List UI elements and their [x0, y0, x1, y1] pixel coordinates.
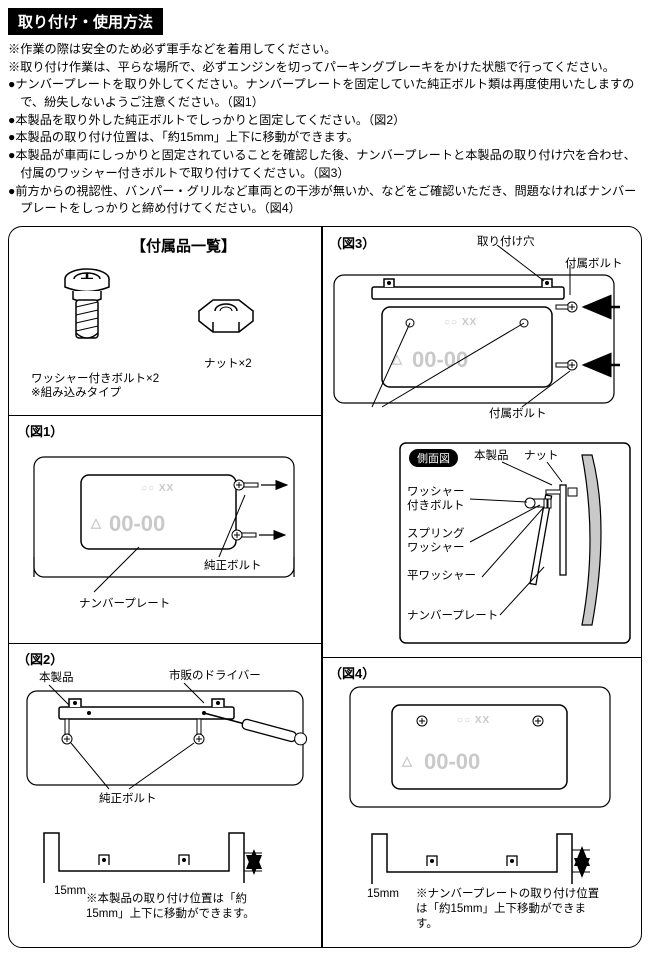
instr-2: ●ナンバープレートを取り外してください。ナンバープレートを固定していた純正ボルト…: [8, 76, 644, 111]
fig2-bolt: 純正ボルト: [99, 792, 157, 806]
fig3-leaders: [322, 227, 641, 657]
fig4-plate-num: 00-00: [424, 749, 480, 774]
divider-h2: [9, 643, 321, 645]
instr-4: ●本製品の取り付け位置は、「約15mm」上下に移動ができます。: [8, 129, 644, 147]
section-header: 取り付け・使用方法: [8, 8, 163, 35]
fig4-note: ※ナンバープレートの取り付け位置は「約15mm」上下移動ができます。: [416, 887, 606, 932]
fig1-bolt-label: 純正ボルト: [204, 559, 262, 573]
plate-num: 00-00: [109, 511, 165, 536]
instr-0: ※作業の際は安全のため必ず軍手などを着用してください。: [8, 41, 644, 59]
instr-6: ●前方からの視認性、バンパー・グリルなど車両との干渉が無いか、などをご確認いただ…: [8, 183, 644, 218]
fig4-plate-top: ○○ XX: [457, 715, 490, 726]
plate-side: △: [90, 515, 102, 530]
fig2-label: （図2）: [17, 649, 63, 668]
instr-3: ●本製品を取り外した純正ボルトでしっかりと固定してください。（図2）: [8, 112, 644, 130]
fig4-plate-side: △: [401, 753, 413, 768]
instr-5: ●本製品が車両にしっかりと固定されていることを確認した後、ナンバープレートと本製…: [8, 147, 644, 182]
divider-h1: [9, 415, 321, 417]
nut-label: ナット×2: [204, 357, 252, 371]
plate-top: ○○ XX: [141, 483, 174, 494]
bolt-label: ワッシャー付きボルト×2 ※組み込みタイプ: [31, 372, 159, 401]
instr-1: ※取り付け作業は、平らな場所で、必ずエンジンを切ってパーキングブレーキをかけた状…: [8, 59, 644, 77]
fig2-note: ※本製品の取り付け位置は「約15mm」上下に移動ができます。: [86, 892, 276, 922]
instructions-block: ※作業の際は安全のため必ず軍手などを着用してください。 ※取り付け作業は、平らな…: [8, 41, 644, 218]
fig1-plate-label: ナンバープレート: [79, 597, 170, 611]
diagram-panels: 【付属品一覧】 ワッシャー付きボルト×2 ※組み込みタイプ ナット×2 （図1）: [8, 226, 642, 948]
fig4-dim: 15mm: [367, 887, 399, 901]
fig2-driver: 市販のドライバー: [169, 669, 261, 683]
fig2-dim: 15mm: [54, 884, 86, 898]
divider-h3: [322, 657, 641, 659]
